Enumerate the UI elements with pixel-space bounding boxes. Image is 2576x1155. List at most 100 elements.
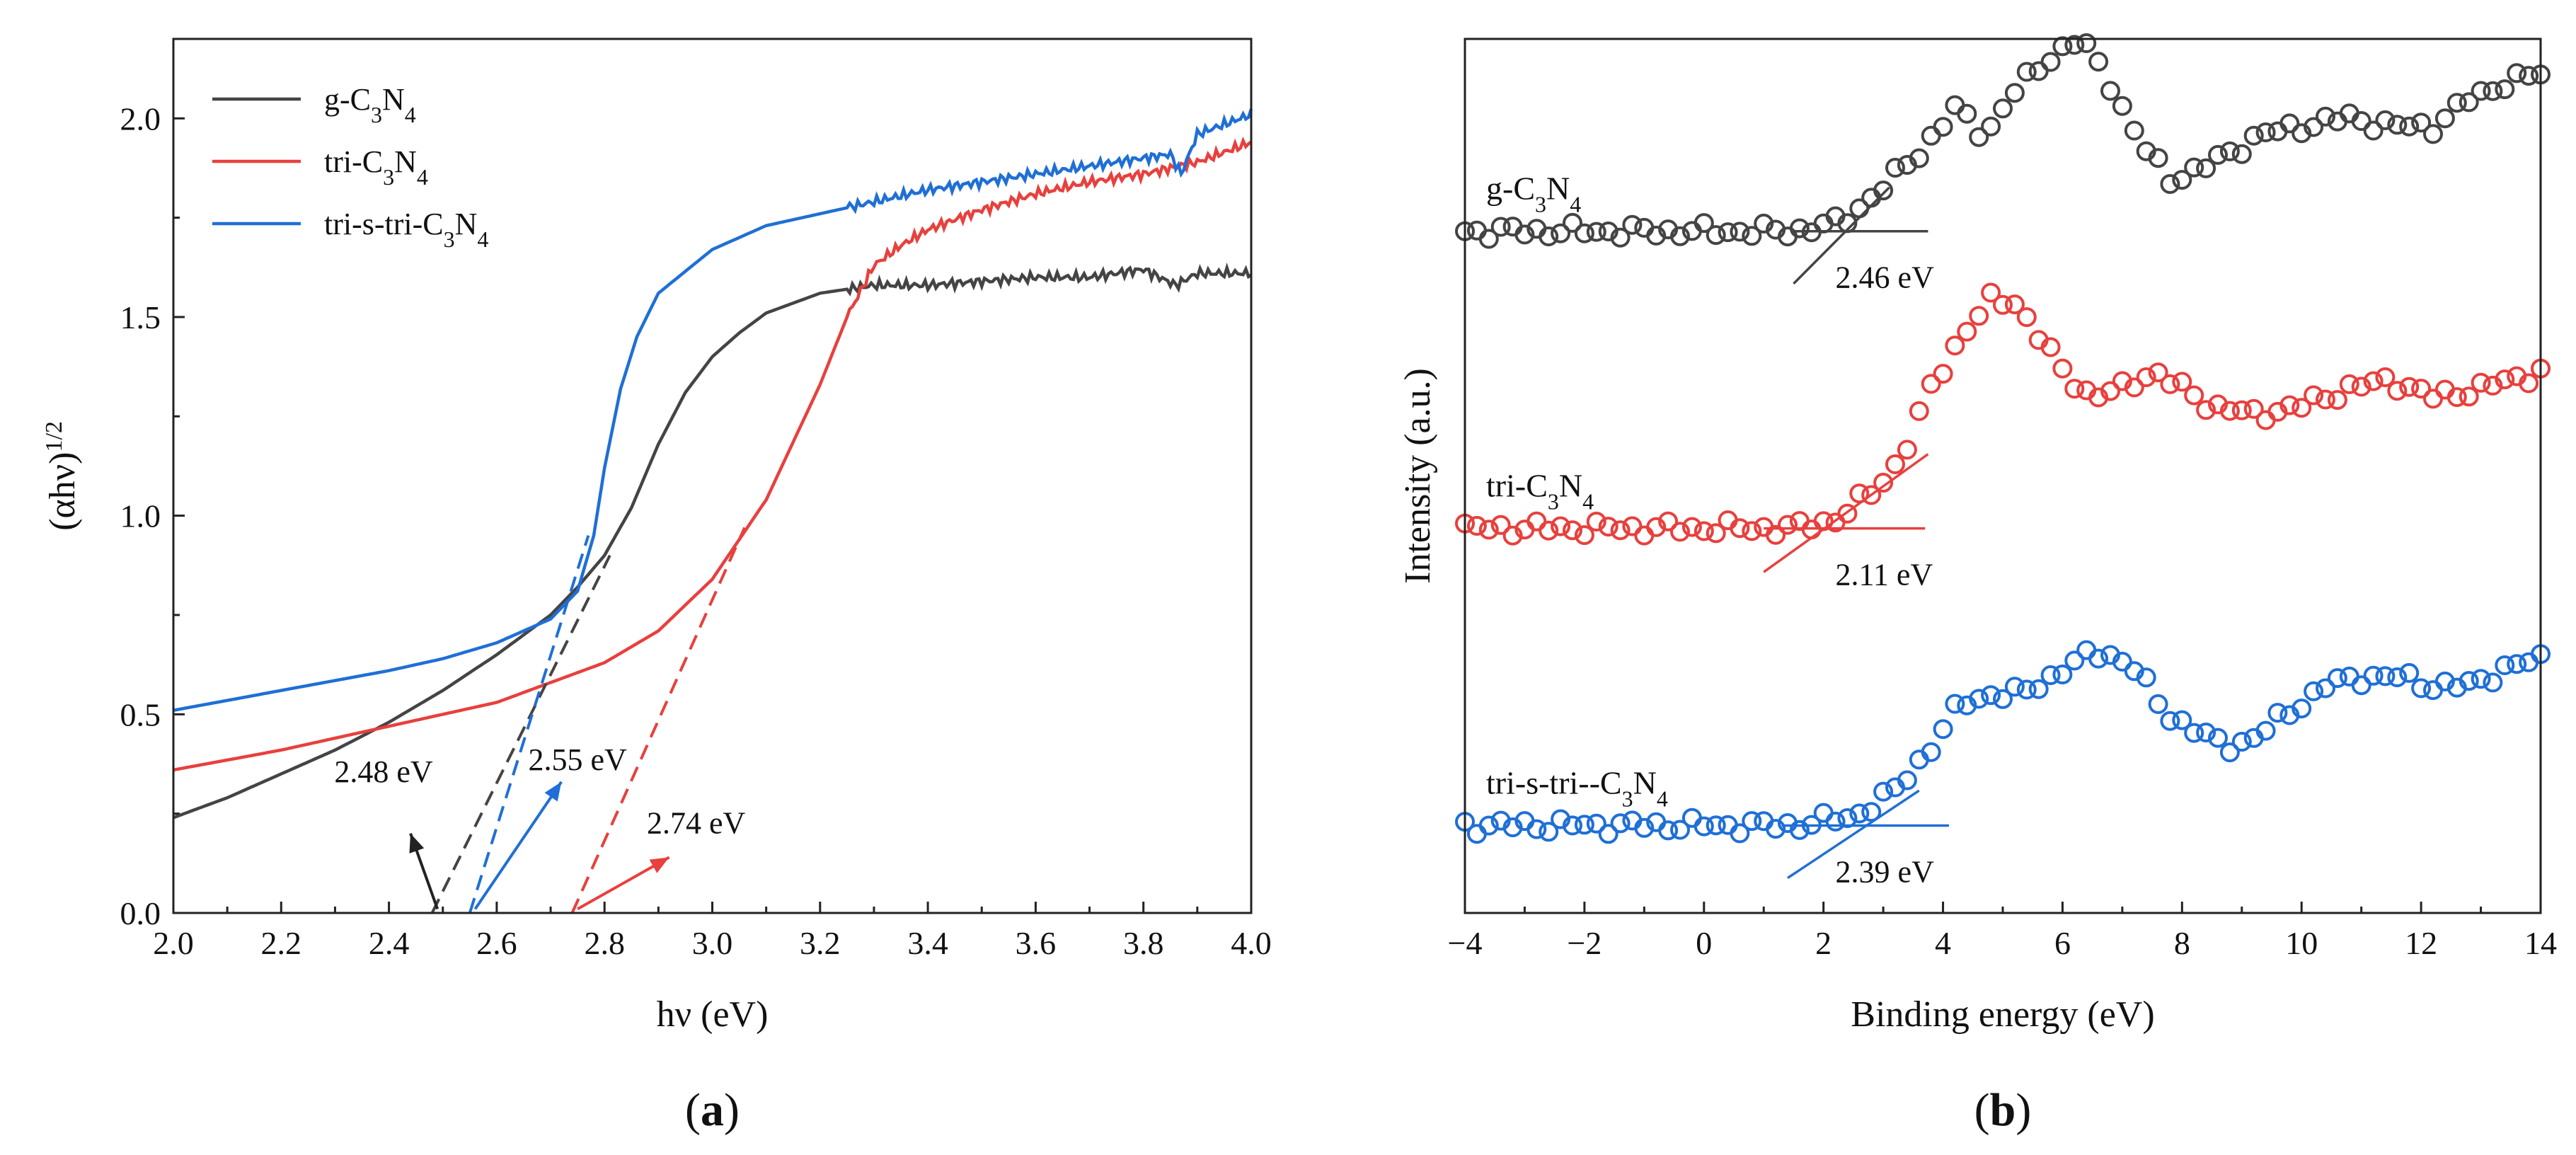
panel-a-y-axis-label: (αhν)1/2 bbox=[41, 421, 84, 531]
panel-b-point-1-45 bbox=[1993, 294, 2013, 315]
panel-b-point-2-68 bbox=[2267, 703, 2288, 723]
panel-b-point-2-62 bbox=[2196, 723, 2216, 742]
panel-b-curve-label-2-sub1: 3 bbox=[1622, 786, 1633, 812]
panel-b-point-2-61 bbox=[2184, 723, 2204, 743]
panel-a-frame bbox=[172, 38, 1253, 914]
panel-a-y-tick-label-4: 2.0 bbox=[120, 100, 161, 137]
panel-b-tangent-2 bbox=[1787, 789, 1920, 880]
panel-b-point-2-28 bbox=[1789, 820, 1810, 840]
panel-b-point-2-40 bbox=[1933, 719, 1953, 740]
panel-b-point-2-39 bbox=[1921, 742, 1941, 762]
panel-b-point-0-60 bbox=[2172, 170, 2192, 190]
panel-a-label-open: ( bbox=[685, 1084, 701, 1136]
panel-b-point-1-65 bbox=[2231, 400, 2252, 420]
panel-b-point-0-84 bbox=[2459, 92, 2479, 113]
panel-b-point-1-73 bbox=[2327, 390, 2347, 410]
panel-b-point-2-72 bbox=[2316, 678, 2335, 699]
panel-b-point-2-20 bbox=[1694, 816, 1714, 837]
panel-a-x-tick-label-4: 2.8 bbox=[584, 925, 625, 961]
panel-b-point-2-63 bbox=[2208, 728, 2228, 748]
panel-b-point-2-41 bbox=[1945, 694, 1965, 714]
panel-b-point-2-50 bbox=[2052, 665, 2073, 684]
panel-a-x-tick-label-3: 2.6 bbox=[476, 925, 517, 961]
panel-b-point-0-72 bbox=[2316, 106, 2335, 127]
panel-a-x-tick-label-9: 3.8 bbox=[1123, 925, 1164, 961]
panel-b-point-1-87 bbox=[2495, 369, 2515, 390]
panel-b-curve-label-0-pre: g-C bbox=[1486, 171, 1535, 207]
panel-b-x-axis-label: Binding energy (eV) bbox=[1851, 994, 2154, 1035]
panel-b-point-0-14 bbox=[1622, 214, 1643, 235]
panel-b-point-0-56 bbox=[2124, 120, 2144, 141]
panel-b-point-1-80 bbox=[2411, 379, 2432, 399]
panel-b-curve-label-0-sub1: 3 bbox=[1535, 192, 1546, 217]
panel-b-y-axis-label: Intensity (a.u.) bbox=[1398, 368, 1438, 584]
panel-b-curve-label-1: tri-C3N4 bbox=[1486, 468, 1594, 515]
panel-b-point-1-1 bbox=[1466, 516, 1487, 536]
panel-b-point-0-18 bbox=[1670, 226, 1690, 246]
panel-b-point-2-23 bbox=[1730, 823, 1750, 844]
panel-b-point-0-8 bbox=[1551, 223, 1571, 243]
panel-a-legend-label-0-sub1: 3 bbox=[371, 102, 382, 127]
panel-b-series-2 bbox=[1455, 640, 2551, 844]
panel-b-point-2-35 bbox=[1873, 781, 1894, 802]
panel-b-point-0-35 bbox=[1873, 180, 1894, 201]
panel-b-x-tick-label-9: 14 bbox=[2524, 925, 2557, 961]
panel-a-annotation-arrowhead-2 bbox=[649, 857, 669, 873]
panel-b-point-0-50 bbox=[2052, 36, 2073, 57]
panel-b-point-2-9 bbox=[1563, 815, 1582, 836]
panel-b-point-1-42 bbox=[1957, 321, 1977, 342]
panel-b-point-2-18 bbox=[1670, 820, 1690, 840]
panel-a-legend-label-1-mid: N bbox=[394, 144, 417, 179]
panel-b-point-0-49 bbox=[2040, 52, 2061, 72]
panel-b-point-0-11 bbox=[1586, 222, 1606, 242]
panel-a-y-tick-label-2: 1.0 bbox=[120, 498, 161, 534]
panel-b-point-0-13 bbox=[1610, 227, 1631, 248]
panel-a-legend-label-1-sub1: 3 bbox=[383, 164, 394, 190]
panel-b-series bbox=[1455, 33, 2551, 844]
panel-b-point-0-81 bbox=[2423, 124, 2443, 144]
panel-b-point-1-84 bbox=[2459, 386, 2479, 407]
panel-b-point-2-11 bbox=[1586, 813, 1606, 834]
panel-b-point-1-57 bbox=[2136, 367, 2156, 387]
panel-b-x-tick-label-6: 8 bbox=[2174, 925, 2190, 961]
panel-b-point-2-31 bbox=[1825, 811, 1846, 832]
panel-a-tangent-lines bbox=[430, 527, 747, 914]
panel-b-point-1-38 bbox=[1909, 401, 1929, 421]
panel-b-point-0-36 bbox=[1885, 158, 1905, 178]
panel-b-point-1-20 bbox=[1694, 521, 1714, 541]
panel-b-curve-label-2: tri-s-tri--C3N4 bbox=[1486, 765, 1668, 812]
panel-a-legend-label-2-pre: tri-s-tri-C bbox=[324, 207, 444, 241]
panel-a-series-line-0 bbox=[173, 262, 1253, 820]
panel-b-point-2-58 bbox=[2148, 694, 2168, 714]
panel-b-point-1-76 bbox=[2363, 371, 2384, 391]
panel-b-point-0-59 bbox=[2160, 174, 2180, 194]
panel-b-point-2-13 bbox=[1610, 813, 1631, 834]
panel-a-legend-label-0-mid: N bbox=[382, 82, 405, 117]
panel-b-point-1-83 bbox=[2446, 387, 2467, 408]
panel-b-curve-label-1-sub2: 4 bbox=[1582, 489, 1594, 515]
panel-b-curve-label-0-sub2: 4 bbox=[1570, 192, 1581, 217]
panel-b-point-2-79 bbox=[2399, 662, 2420, 683]
panel-b-point-2-59 bbox=[2160, 711, 2180, 731]
panel-b-point-1-85 bbox=[2471, 372, 2491, 393]
panel-b-point-0-10 bbox=[1574, 223, 1594, 243]
panel-b-point-2-21 bbox=[1706, 815, 1726, 836]
panel-b-point-0-51 bbox=[2064, 35, 2085, 55]
panel-b-point-2-65 bbox=[2231, 732, 2252, 752]
panel-b-edge-label-1: 2.11 eV bbox=[1836, 558, 1933, 592]
panel-b-point-0-9 bbox=[1563, 212, 1582, 233]
panel-b-point-0-79 bbox=[2399, 116, 2420, 137]
panel-a-y-axis-label-base: (αhν) bbox=[42, 452, 83, 531]
panel-b-point-2-47 bbox=[2016, 679, 2037, 700]
panel-a-label-letter: a bbox=[701, 1084, 724, 1136]
panel-b-point-0-52 bbox=[2076, 33, 2097, 53]
panel-b-curve-label-2-mid: N bbox=[1633, 765, 1657, 801]
panel-a-x-tick-label-7: 3.4 bbox=[907, 925, 948, 961]
panel-b-point-2-46 bbox=[2004, 677, 2025, 697]
panel-b-point-1-11 bbox=[1586, 512, 1606, 531]
panel-b-chart: −4 −2 0 2 4 6 8 10 12 14 2.46 eV 2.11 eV 2.39 eV g-… bbox=[1398, 33, 2557, 1136]
panel-a-y-tick-label-0: 0.0 bbox=[120, 895, 161, 931]
panel-b-point-1-32 bbox=[1837, 503, 1858, 524]
panel-b-point-2-53 bbox=[2088, 648, 2109, 669]
